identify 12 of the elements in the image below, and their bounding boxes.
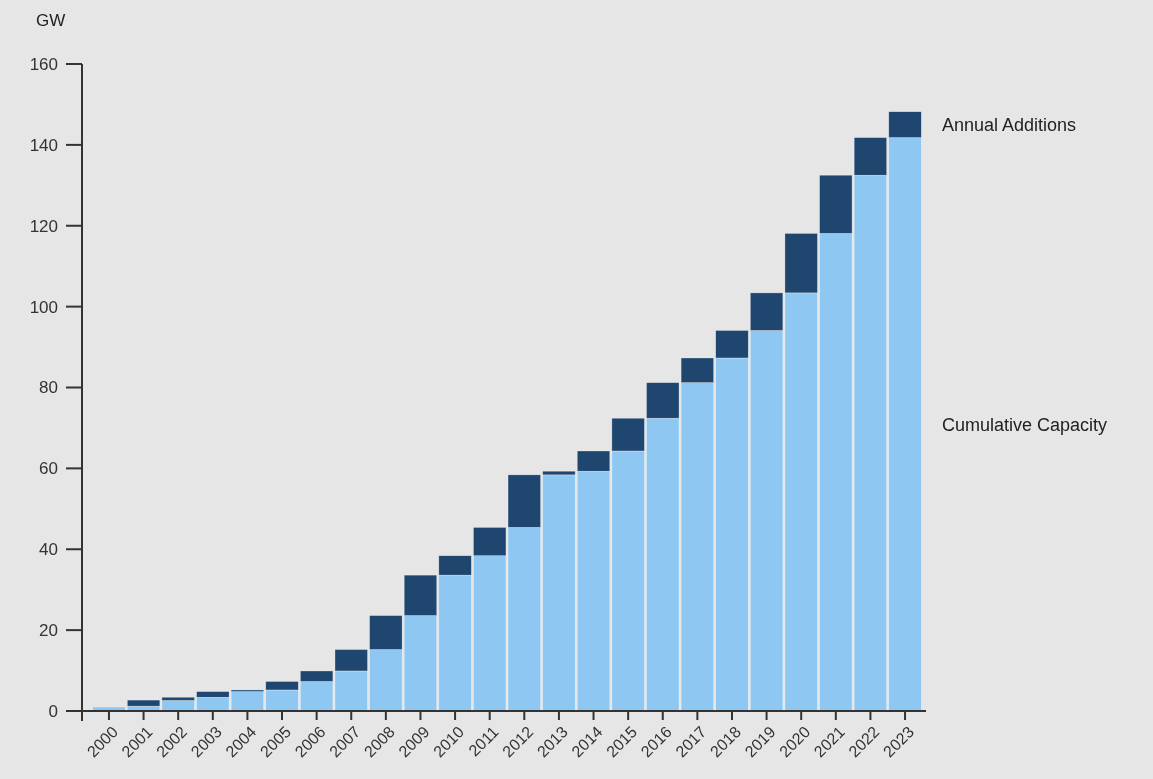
y-tick-label: 60 bbox=[39, 459, 58, 479]
y-tick-label: 80 bbox=[39, 378, 58, 398]
y-tick-label: 20 bbox=[39, 621, 58, 641]
y-tick-label: 120 bbox=[29, 216, 58, 236]
y-tick-label: 160 bbox=[29, 54, 58, 74]
y-tick-label: 100 bbox=[29, 297, 58, 317]
y-tick-label: 140 bbox=[29, 135, 58, 155]
y-tick-label: 0 bbox=[48, 701, 58, 721]
y-axis-title: GW bbox=[36, 11, 66, 30]
y-tick-label: 40 bbox=[39, 540, 58, 560]
series-label: Annual Additions bbox=[942, 114, 1077, 135]
series-label: Cumulative Capacity bbox=[942, 414, 1108, 435]
